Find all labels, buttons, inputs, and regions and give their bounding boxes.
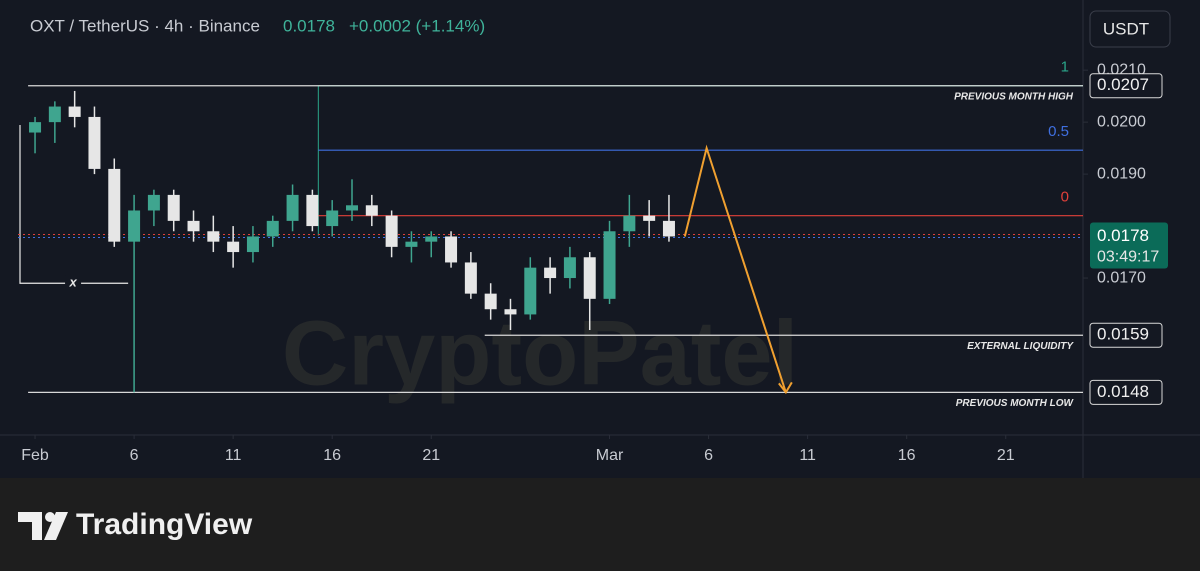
candle-body bbox=[385, 215, 398, 247]
candle-body bbox=[147, 194, 160, 211]
candle-body bbox=[563, 257, 576, 279]
marker-label: x bbox=[68, 275, 77, 290]
candle-body bbox=[108, 168, 121, 242]
candle-body bbox=[266, 220, 279, 237]
x-tick-label: 16 bbox=[898, 447, 916, 464]
candle-body bbox=[464, 262, 477, 294]
x-tick-label: Feb bbox=[21, 447, 49, 464]
candle-body bbox=[445, 236, 458, 263]
candle-body bbox=[405, 241, 418, 247]
fib-label: 0.5 bbox=[1048, 123, 1069, 140]
y-tick-label: 0.0200 bbox=[1097, 113, 1146, 130]
candle-body bbox=[583, 257, 596, 299]
header-change: +0.0002 (+1.14%) bbox=[349, 16, 485, 35]
candle-body bbox=[48, 106, 61, 123]
candle-body bbox=[603, 231, 616, 299]
level-label: PREVIOUS MONTH HIGH bbox=[954, 91, 1074, 102]
last-price-tag bbox=[1090, 222, 1168, 269]
candle-body bbox=[29, 122, 42, 133]
candle-body bbox=[88, 116, 101, 169]
x-tick-label: 11 bbox=[799, 447, 816, 464]
chart-panel bbox=[0, 0, 1200, 478]
candle-body bbox=[524, 267, 537, 315]
logo-v bbox=[44, 512, 68, 540]
header-price: 0.0178 bbox=[283, 16, 335, 35]
logo-t bbox=[18, 512, 42, 540]
y-tick-label: 0.0190 bbox=[1097, 165, 1146, 182]
currency-label[interactable]: USDT bbox=[1103, 19, 1149, 38]
candle-body bbox=[504, 309, 517, 315]
price-tag bbox=[1089, 322, 1163, 348]
candle-body bbox=[544, 267, 557, 279]
projection-path bbox=[683, 144, 787, 393]
symbol: OXT / TetherUS · 4h · Binance bbox=[30, 16, 260, 35]
last-price-label: 0.0178 bbox=[1097, 226, 1149, 245]
candle-body bbox=[128, 210, 141, 242]
level-label: PREVIOUS MONTH LOW bbox=[956, 398, 1075, 409]
price-tag bbox=[1089, 73, 1163, 99]
candle-body bbox=[425, 236, 438, 242]
x-tick-label: 6 bbox=[704, 447, 713, 464]
price-tag-label: 0.0148 bbox=[1097, 382, 1149, 401]
price-tag bbox=[1089, 379, 1163, 405]
x-tick-label: Mar bbox=[596, 447, 624, 464]
fib-label: 0 bbox=[1061, 189, 1069, 206]
fib-label: 1 bbox=[1061, 59, 1069, 76]
candle-body bbox=[167, 194, 180, 221]
candle-body bbox=[68, 106, 81, 117]
candle-body bbox=[662, 220, 675, 237]
candle-body bbox=[346, 205, 359, 211]
watermark: CryptoPatel bbox=[282, 302, 798, 404]
projection-arrowhead bbox=[778, 381, 793, 395]
candle-body bbox=[306, 194, 319, 227]
candle-body bbox=[365, 205, 378, 216]
marker-bg bbox=[65, 275, 82, 292]
currency-button[interactable] bbox=[1089, 10, 1171, 48]
candle-body bbox=[484, 293, 497, 310]
x-tick-label: 16 bbox=[323, 447, 341, 464]
x-tick-label: 11 bbox=[225, 447, 242, 464]
y-tick-label: 0.0170 bbox=[1097, 269, 1146, 286]
candle-body bbox=[246, 236, 259, 253]
plot: 1 0.5 0 PREVIOUS MONTH HIGH EXTERNAL LIQUIDI… bbox=[18, 59, 1083, 409]
x-tick-label: 6 bbox=[130, 447, 139, 464]
candle-body bbox=[187, 220, 200, 232]
candle-body bbox=[207, 231, 220, 242]
brand: TradingView bbox=[76, 508, 253, 541]
candle-body bbox=[227, 241, 240, 253]
tradingview-logo bbox=[18, 512, 68, 540]
marker-line bbox=[19, 125, 129, 284]
logo-dot bbox=[45, 512, 55, 522]
candle-body bbox=[623, 215, 636, 232]
level-label: EXTERNAL LIQUIDITY bbox=[967, 341, 1074, 352]
candle-body bbox=[643, 215, 656, 221]
candle-body bbox=[286, 194, 299, 221]
x-tick-label: 21 bbox=[997, 447, 1015, 464]
countdown: 03:49:17 bbox=[1097, 249, 1159, 266]
x-tick-label: 21 bbox=[422, 447, 440, 464]
candle-body bbox=[326, 210, 339, 227]
price-tag-label: 0.0159 bbox=[1097, 325, 1149, 344]
price-tag-label: 0.0207 bbox=[1097, 75, 1149, 94]
